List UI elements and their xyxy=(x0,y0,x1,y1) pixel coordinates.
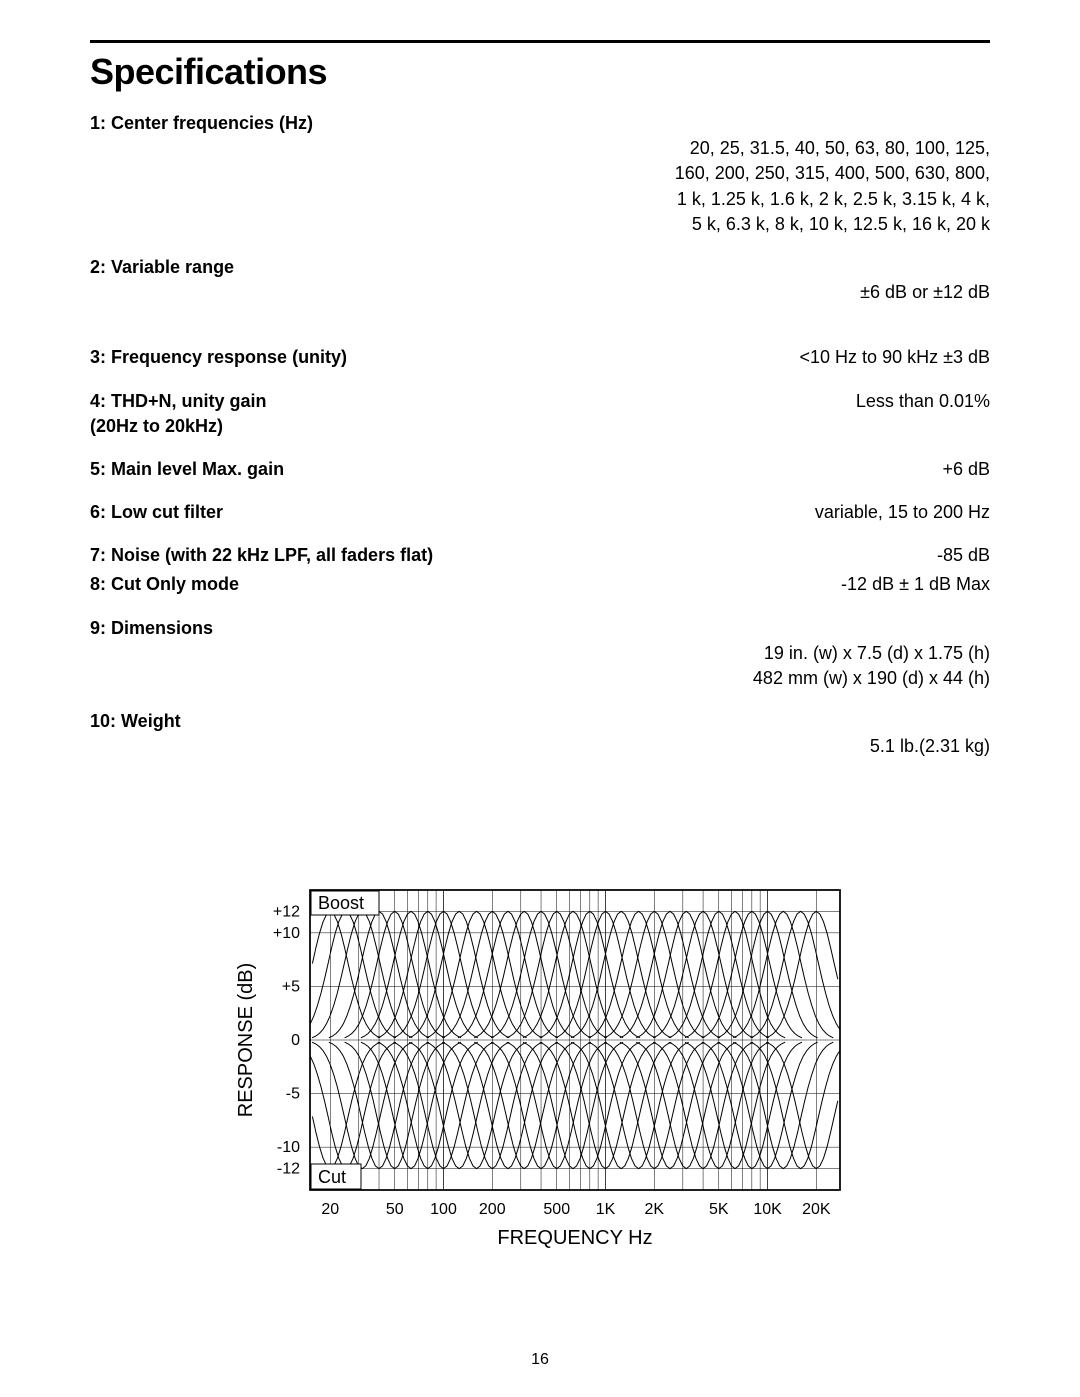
spec-label: 3: Frequency response (unity) xyxy=(90,345,347,370)
spec-value: -12 dB ± 1 dB Max xyxy=(841,572,990,597)
svg-text:+5: +5 xyxy=(282,978,300,995)
spec-value: -85 dB xyxy=(937,543,990,568)
svg-text:0: 0 xyxy=(291,1032,300,1049)
svg-text:200: 200 xyxy=(479,1201,506,1218)
svg-text:50: 50 xyxy=(386,1201,404,1218)
spec-row: 1: Center frequencies (Hz)20, 25, 31.5, … xyxy=(90,111,990,237)
svg-text:100: 100 xyxy=(430,1201,457,1218)
spec-row: 6: Low cut filter variable, 15 to 200 Hz xyxy=(90,500,990,525)
spec-row: 3: Frequency response (unity) <10 Hz to 9… xyxy=(90,345,990,370)
svg-text:1K: 1K xyxy=(596,1201,616,1218)
svg-text:2K: 2K xyxy=(645,1201,665,1218)
frequency-response-chart: +12 +10 +5 0 -5 -10 -12 20 50 100 200 500 1K 2K 5K 10K 2… xyxy=(220,870,860,1250)
svg-text:FREQUENCY Hz: FREQUENCY Hz xyxy=(497,1227,652,1249)
spec-row: 4: THD+N, unity gain (20Hz to 20kHz) Less… xyxy=(90,389,990,439)
spec-label: 10: Weight xyxy=(90,709,990,734)
spec-row: 5: Main level Max. gain +6 dB xyxy=(90,457,990,482)
spec-value: ±6 dB or ±12 dB xyxy=(90,280,990,305)
chart-container: +12 +10 +5 0 -5 -10 -12 20 50 100 200 500 1K 2K 5K 10K 2… xyxy=(90,870,990,1250)
spec-label: 8: Cut Only mode xyxy=(90,572,239,597)
spec-row: 2: Variable range±6 dB or ±12 dB xyxy=(90,255,990,305)
svg-text:-5: -5 xyxy=(286,1085,300,1102)
spec-value: <10 Hz to 90 kHz ±3 dB xyxy=(800,345,990,370)
spec-row: 7: Noise (with 22 kHz LPF, all faders fl… xyxy=(90,543,990,568)
svg-text:5K: 5K xyxy=(709,1201,729,1218)
svg-text:RESPONSE (dB): RESPONSE (dB) xyxy=(235,962,257,1116)
top-rule xyxy=(90,40,990,43)
spec-value: 19 in. (w) x 7.5 (d) x 1.75 (h) 482 mm (… xyxy=(90,641,990,691)
page-title: Specifications xyxy=(90,51,990,93)
spec-label: 5: Main level Max. gain xyxy=(90,457,284,482)
spec-row: 10: Weight5.1 lb.(2.31 kg) xyxy=(90,709,990,759)
svg-text:-10: -10 xyxy=(277,1139,300,1156)
spec-label: 9: Dimensions xyxy=(90,616,990,641)
spec-row: 8: Cut Only mode -12 dB ± 1 dB Max xyxy=(90,572,990,597)
svg-text:20K: 20K xyxy=(802,1201,831,1218)
spec-label: 7: Noise (with 22 kHz LPF, all faders fl… xyxy=(90,543,433,568)
svg-text:Boost: Boost xyxy=(318,893,364,913)
page-number: 16 xyxy=(0,1351,1080,1369)
spec-value: variable, 15 to 200 Hz xyxy=(815,500,990,525)
svg-text:-12: -12 xyxy=(277,1160,300,1177)
spec-value: Less than 0.01% xyxy=(856,389,990,414)
spec-label: 1: Center frequencies (Hz) xyxy=(90,111,990,136)
svg-text:500: 500 xyxy=(543,1201,570,1218)
spec-list: 1: Center frequencies (Hz)20, 25, 31.5, … xyxy=(90,111,990,760)
spec-row: 9: Dimensions19 in. (w) x 7.5 (d) x 1.75… xyxy=(90,616,990,692)
spec-value: +6 dB xyxy=(942,457,990,482)
spec-label: 2: Variable range xyxy=(90,255,990,280)
svg-text:+12: +12 xyxy=(273,903,300,920)
spec-label: 6: Low cut filter xyxy=(90,500,223,525)
spec-value: 5.1 lb.(2.31 kg) xyxy=(90,734,990,759)
spec-value: 20, 25, 31.5, 40, 50, 63, 80, 100, 125, … xyxy=(90,136,990,237)
svg-text:20: 20 xyxy=(321,1201,339,1218)
svg-text:+10: +10 xyxy=(273,924,300,941)
svg-text:Cut: Cut xyxy=(318,1167,346,1187)
svg-text:10K: 10K xyxy=(753,1201,782,1218)
spec-label: 4: THD+N, unity gain (20Hz to 20kHz) xyxy=(90,389,267,439)
